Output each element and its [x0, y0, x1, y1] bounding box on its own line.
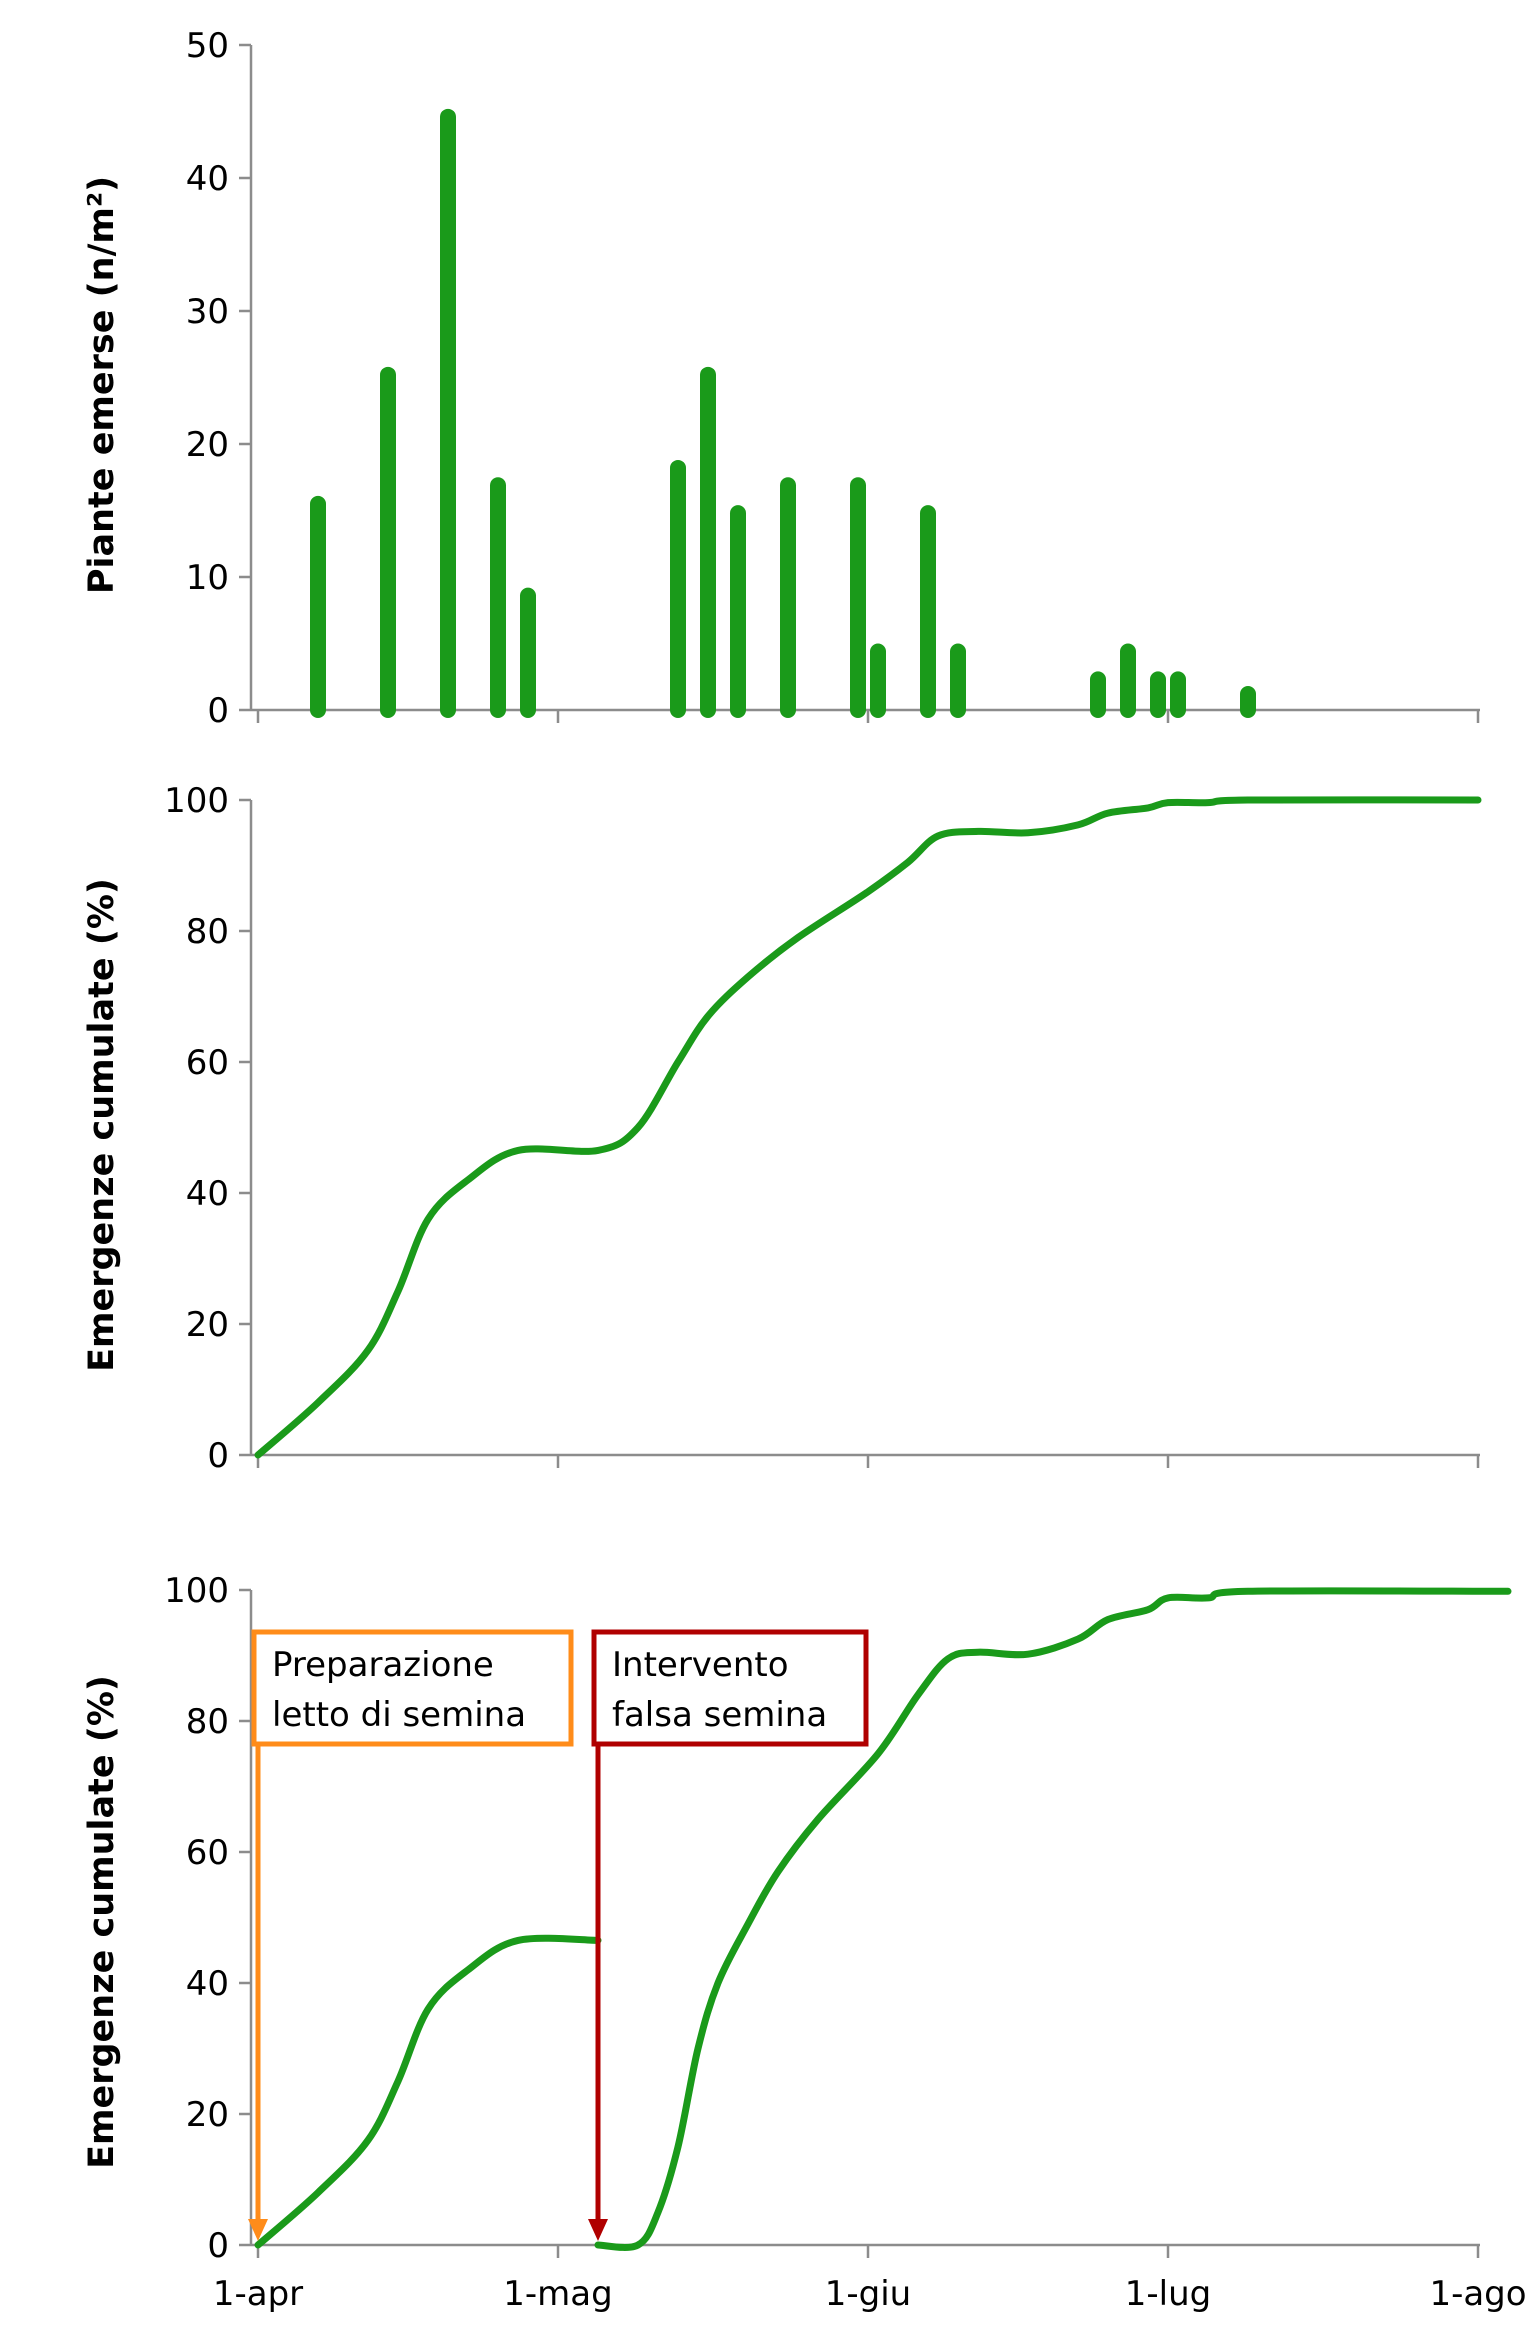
annotation-text: falsa semina	[612, 1695, 827, 1735]
y-tick-label: 60	[186, 1833, 229, 1873]
annotation-text: Intervento	[612, 1645, 789, 1685]
annotation-box	[251, 1629, 574, 1747]
x-tick-label: 1-ago	[1429, 2274, 1525, 2314]
x-tick-label: 1-mag	[503, 2274, 612, 2314]
y-tick-label: 50	[186, 26, 229, 66]
y-tick-label: 20	[186, 1305, 229, 1345]
y-tick-label: 20	[186, 2095, 229, 2135]
x-tick-label: 1-giu	[825, 2274, 911, 2314]
x-tick-label: 1-apr	[213, 2274, 303, 2314]
emerged-plants-bar-chart: Piante emerse (n/m²) 0 10 20 30 40 50	[82, 26, 1480, 731]
annotation-red: Intervento falsa semina	[588, 1629, 869, 2241]
annotation-box	[591, 1629, 869, 1747]
y-tick-label: 40	[186, 1174, 229, 1214]
series-line	[254, 1934, 602, 2249]
x-tick-label: 1-lug	[1125, 2274, 1211, 2314]
y-tick-label: 30	[186, 292, 229, 332]
annotation-text: Preparazione	[272, 1645, 494, 1685]
y-axis-title: Emergenze cumulate (%)	[82, 1675, 122, 2169]
y-tick-label: 0	[207, 1436, 229, 1476]
y-tick-label: 20	[186, 425, 229, 465]
y-tick-label: 0	[207, 2226, 229, 2266]
y-tick-label: 100	[164, 781, 229, 821]
series-line	[254, 796, 1482, 1459]
y-tick-label: 80	[186, 1702, 229, 1742]
cumulative-emergence-chart: Emergenze cumulate (%) 0 20 40 60 80 100	[82, 781, 1482, 1476]
annotation-orange: Preparazione letto di semina	[248, 1629, 574, 2241]
series-line	[594, 1587, 1512, 2251]
cumulative-emergence-false-seeding-chart: Emergenze cumulate (%) 0 20 40 60 80 100 1-apr…	[82, 1571, 1525, 2314]
annotation-arrowhead	[588, 2219, 608, 2241]
y-tick-label: 100	[164, 1571, 229, 1611]
annotation-text: letto di semina	[272, 1695, 526, 1735]
y-tick-label: 60	[186, 1043, 229, 1083]
y-tick-label: 40	[186, 159, 229, 199]
y-axis-title: Piante emerse (n/m²)	[82, 176, 122, 594]
y-axis-title: Emergenze cumulate (%)	[82, 878, 122, 1372]
y-tick-label: 80	[186, 912, 229, 952]
annotation-arrowhead	[248, 2219, 268, 2241]
y-tick-label: 0	[207, 691, 229, 731]
y-tick-label: 10	[186, 558, 229, 598]
y-tick-label: 40	[186, 1964, 229, 2004]
